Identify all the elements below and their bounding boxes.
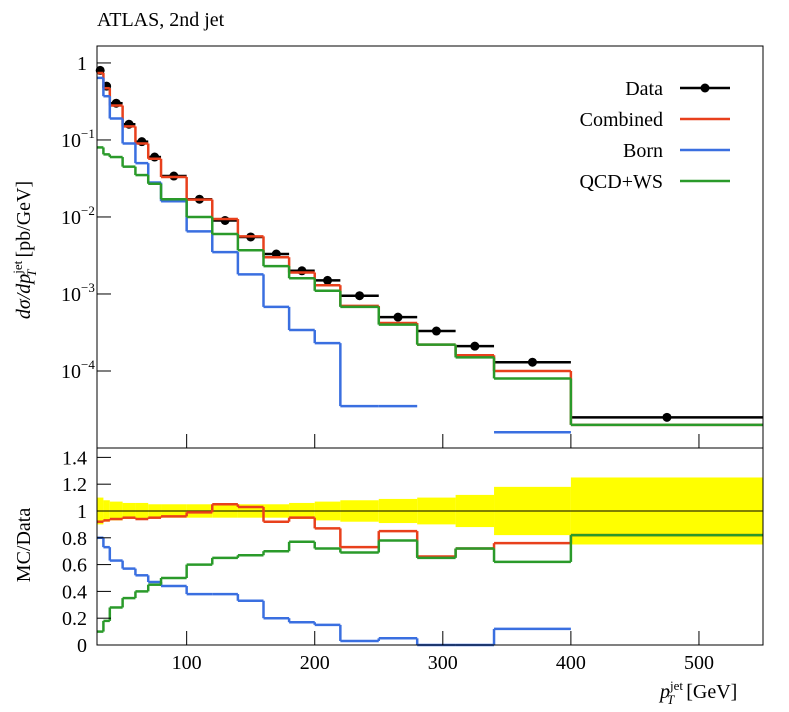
y-tick-label: 1 <box>77 501 87 523</box>
x-tick-label: 200 <box>300 652 330 674</box>
data-point <box>393 312 403 322</box>
axis-title: dσ/dpjetT [pb/GeV] <box>10 181 39 319</box>
axis-title-main: dσ/dp <box>13 274 35 319</box>
y-tick-label-exp: −3 <box>81 280 95 295</box>
plot-frame <box>96 45 764 449</box>
data-point <box>137 137 147 147</box>
axis-title-sup: jet <box>10 260 25 274</box>
legend-label: Data <box>625 78 663 100</box>
legend-label: QCD+WS <box>579 171 663 193</box>
y-tick-label: 0.2 <box>62 608 87 630</box>
legend-label: Combined <box>580 109 663 131</box>
legend-marker <box>700 83 710 93</box>
y-tick-label: 1.4 <box>62 447 87 469</box>
axis-title: MC/Data <box>13 508 35 583</box>
y-tick-label: 1 <box>77 53 87 75</box>
data-point <box>323 275 333 285</box>
data-point <box>355 291 365 301</box>
data-point <box>220 215 230 225</box>
y-tick-label-exp: −4 <box>81 357 95 372</box>
data-point <box>470 341 480 351</box>
axis-title-sub: T <box>24 269 39 277</box>
y-tick-label-base: 10 <box>61 207 81 229</box>
axis-title-sub: T <box>667 692 675 707</box>
y-tick-label: 1.2 <box>62 474 87 496</box>
x-tick-label: 100 <box>172 652 202 674</box>
y-tick-label: 10−1 <box>61 126 95 152</box>
y-tick-label-base: 10 <box>61 284 81 306</box>
y-tick-label-base: 10 <box>61 130 81 152</box>
axis-title-unit: [pb/GeV] <box>13 181 35 258</box>
y-tick-label: 0.8 <box>62 528 87 550</box>
data-point <box>431 326 441 336</box>
axis-title-sup: jet <box>669 678 683 693</box>
data-point <box>662 412 672 422</box>
x-tick-label: 400 <box>556 652 586 674</box>
chart-title: ATLAS, 2nd jet <box>97 9 225 31</box>
data-point <box>150 152 160 162</box>
data-point <box>527 357 537 367</box>
y-tick-label: 10−3 <box>61 280 95 306</box>
y-tick-label: 10−2 <box>61 203 95 229</box>
x-tick-label: 300 <box>428 652 458 674</box>
legend-label: Born <box>623 140 663 162</box>
plot-frame <box>96 447 764 646</box>
y-tick-label-base: 10 <box>61 361 81 383</box>
y-tick-label: 10−4 <box>61 357 95 383</box>
y-tick-label: 0.6 <box>62 555 87 577</box>
axis-title: pjet T [GeV] <box>658 678 737 707</box>
y-tick-label: 0 <box>77 635 87 657</box>
x-tick-label: 500 <box>684 652 714 674</box>
axis-title-main: p <box>658 681 670 703</box>
y-tick-label-exp: −2 <box>81 203 95 218</box>
y-tick-label: 0.4 <box>62 581 87 603</box>
axis-title-unit: [GeV] <box>686 681 737 703</box>
data-point <box>297 266 307 276</box>
y-tick-label-exp: −1 <box>81 126 95 141</box>
